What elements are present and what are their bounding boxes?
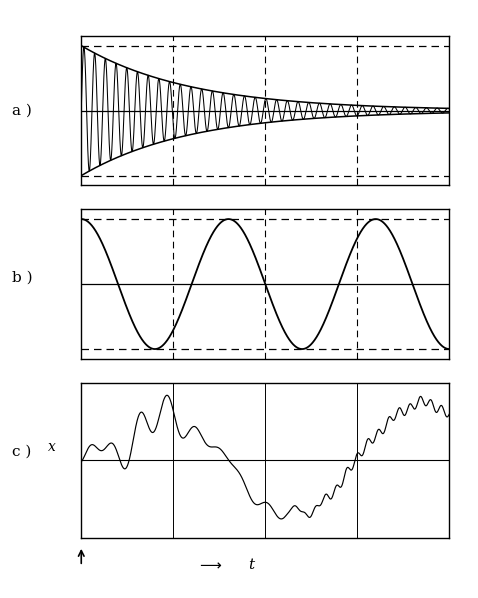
Text: t: t xyxy=(249,558,255,572)
Text: b ): b ) xyxy=(12,271,33,285)
Text: c ): c ) xyxy=(12,444,32,459)
Text: a ): a ) xyxy=(12,103,32,118)
Text: x: x xyxy=(48,440,55,454)
Text: $\longrightarrow$: $\longrightarrow$ xyxy=(197,557,223,573)
